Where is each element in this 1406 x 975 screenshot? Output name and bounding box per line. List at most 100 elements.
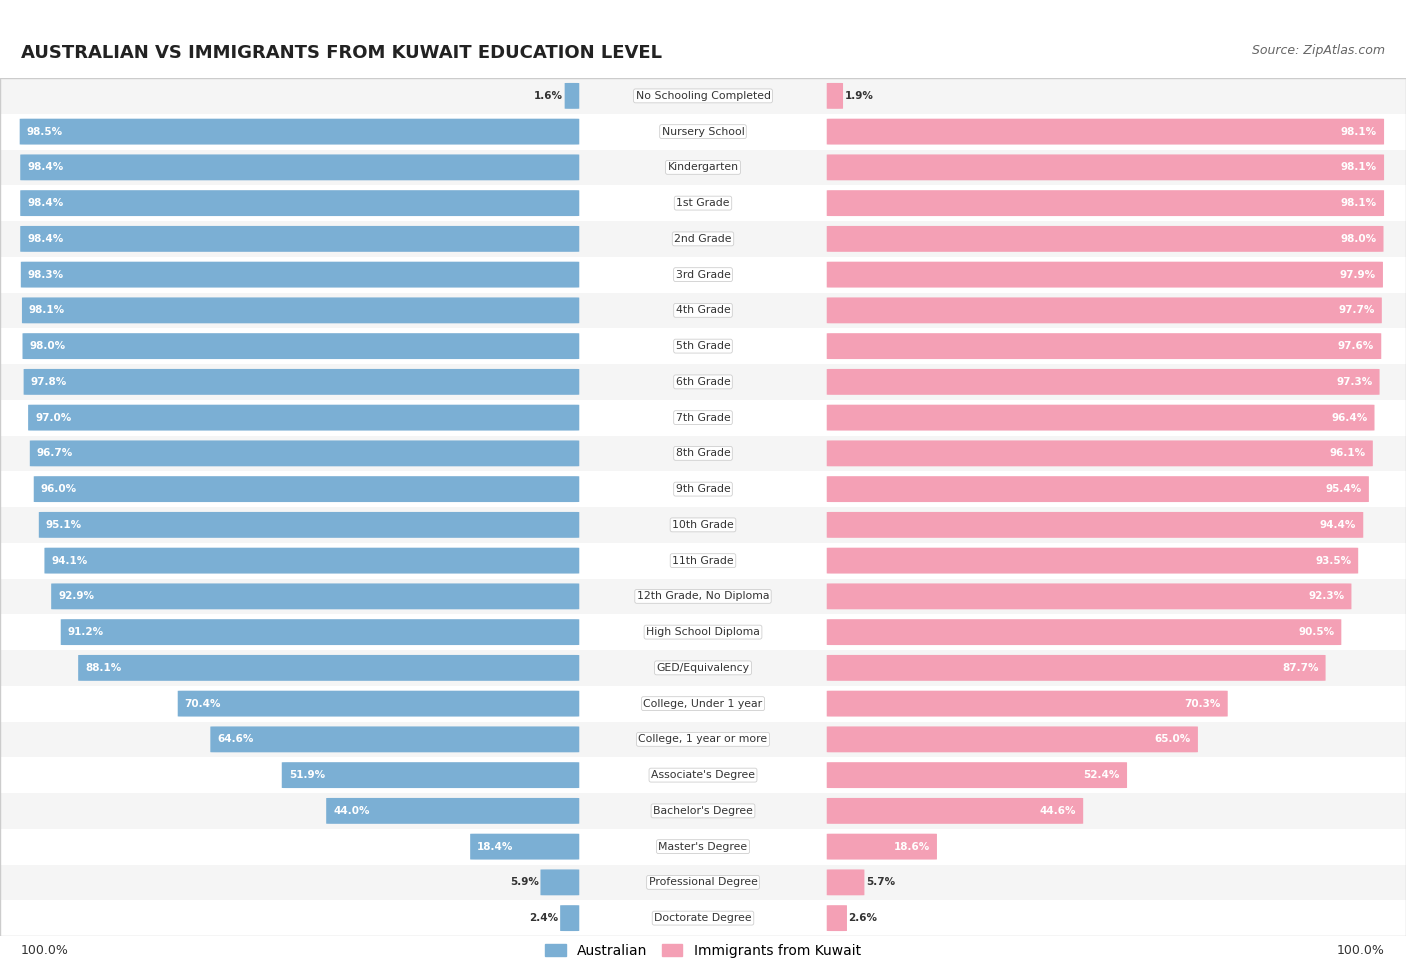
FancyBboxPatch shape xyxy=(827,369,1379,395)
Bar xyxy=(0,578,1406,614)
Text: Kindergarten: Kindergarten xyxy=(668,163,738,173)
Text: 3rd Grade: 3rd Grade xyxy=(675,270,731,280)
Text: Master's Degree: Master's Degree xyxy=(658,841,748,851)
Text: 18.4%: 18.4% xyxy=(477,841,513,851)
Text: 98.4%: 98.4% xyxy=(27,163,63,173)
Text: 97.6%: 97.6% xyxy=(1339,341,1374,351)
FancyBboxPatch shape xyxy=(20,119,579,144)
FancyBboxPatch shape xyxy=(560,905,579,931)
Text: 70.4%: 70.4% xyxy=(184,699,221,709)
FancyBboxPatch shape xyxy=(39,512,579,538)
Text: 7th Grade: 7th Grade xyxy=(676,412,730,422)
Text: 97.0%: 97.0% xyxy=(35,412,72,422)
FancyBboxPatch shape xyxy=(827,297,1382,324)
Bar xyxy=(0,507,1406,543)
Text: 1st Grade: 1st Grade xyxy=(676,198,730,208)
FancyBboxPatch shape xyxy=(827,905,846,931)
Text: 8th Grade: 8th Grade xyxy=(676,448,730,458)
Text: 9th Grade: 9th Grade xyxy=(676,485,730,494)
Text: 96.1%: 96.1% xyxy=(1330,448,1365,458)
Text: 98.4%: 98.4% xyxy=(27,198,63,208)
Text: 70.3%: 70.3% xyxy=(1184,699,1220,709)
Text: 90.5%: 90.5% xyxy=(1298,627,1334,637)
FancyBboxPatch shape xyxy=(827,619,1341,645)
Text: 98.0%: 98.0% xyxy=(30,341,66,351)
Bar xyxy=(0,829,1406,865)
Text: 2.4%: 2.4% xyxy=(530,914,558,923)
Text: 98.1%: 98.1% xyxy=(30,305,65,315)
FancyBboxPatch shape xyxy=(470,834,579,860)
Bar xyxy=(0,329,1406,364)
FancyBboxPatch shape xyxy=(28,405,579,431)
Text: Doctorate Degree: Doctorate Degree xyxy=(654,914,752,923)
FancyBboxPatch shape xyxy=(20,226,579,252)
Text: GED/Equivalency: GED/Equivalency xyxy=(657,663,749,673)
FancyBboxPatch shape xyxy=(827,261,1384,288)
FancyBboxPatch shape xyxy=(827,583,1351,609)
Bar xyxy=(0,114,1406,149)
Text: 52.4%: 52.4% xyxy=(1084,770,1121,780)
FancyBboxPatch shape xyxy=(827,333,1381,359)
Bar xyxy=(0,400,1406,436)
Text: 12th Grade, No Diploma: 12th Grade, No Diploma xyxy=(637,592,769,602)
Text: 97.9%: 97.9% xyxy=(1340,270,1376,280)
Text: Source: ZipAtlas.com: Source: ZipAtlas.com xyxy=(1251,44,1385,57)
FancyBboxPatch shape xyxy=(281,762,579,788)
FancyBboxPatch shape xyxy=(827,690,1227,717)
Text: 98.0%: 98.0% xyxy=(1340,234,1376,244)
Bar xyxy=(0,471,1406,507)
Text: 10th Grade: 10th Grade xyxy=(672,520,734,529)
Text: High School Diploma: High School Diploma xyxy=(647,627,759,637)
Text: 92.3%: 92.3% xyxy=(1309,592,1344,602)
Text: Nursery School: Nursery School xyxy=(662,127,744,136)
Text: 5.9%: 5.9% xyxy=(510,878,538,887)
FancyBboxPatch shape xyxy=(827,834,936,860)
Text: 18.6%: 18.6% xyxy=(894,841,929,851)
FancyBboxPatch shape xyxy=(827,870,865,895)
FancyBboxPatch shape xyxy=(540,870,579,895)
Bar xyxy=(0,185,1406,221)
Text: 97.8%: 97.8% xyxy=(31,377,67,387)
Text: 65.0%: 65.0% xyxy=(1154,734,1191,744)
Bar xyxy=(0,364,1406,400)
Bar xyxy=(0,543,1406,578)
Bar xyxy=(0,78,1406,114)
Text: 1.9%: 1.9% xyxy=(845,91,873,100)
Text: 2nd Grade: 2nd Grade xyxy=(675,234,731,244)
Text: 95.1%: 95.1% xyxy=(46,520,82,529)
Bar xyxy=(0,650,1406,685)
FancyBboxPatch shape xyxy=(79,655,579,681)
FancyBboxPatch shape xyxy=(827,762,1128,788)
Text: 51.9%: 51.9% xyxy=(288,770,325,780)
Text: 97.7%: 97.7% xyxy=(1339,305,1375,315)
Text: 98.5%: 98.5% xyxy=(27,127,63,136)
FancyBboxPatch shape xyxy=(24,369,579,395)
Text: 6th Grade: 6th Grade xyxy=(676,377,730,387)
Bar xyxy=(0,758,1406,793)
FancyBboxPatch shape xyxy=(34,476,579,502)
Text: AUSTRALIAN VS IMMIGRANTS FROM KUWAIT EDUCATION LEVEL: AUSTRALIAN VS IMMIGRANTS FROM KUWAIT EDU… xyxy=(21,44,662,61)
Text: 96.0%: 96.0% xyxy=(41,485,77,494)
Bar xyxy=(0,149,1406,185)
FancyBboxPatch shape xyxy=(827,119,1384,144)
FancyBboxPatch shape xyxy=(827,476,1369,502)
Text: 1.6%: 1.6% xyxy=(534,91,564,100)
Text: 98.1%: 98.1% xyxy=(1341,163,1376,173)
FancyBboxPatch shape xyxy=(827,190,1384,216)
Text: Associate's Degree: Associate's Degree xyxy=(651,770,755,780)
Text: 98.1%: 98.1% xyxy=(1341,127,1376,136)
Text: College, Under 1 year: College, Under 1 year xyxy=(644,699,762,709)
Text: 5.7%: 5.7% xyxy=(866,878,896,887)
Text: No Schooling Completed: No Schooling Completed xyxy=(636,91,770,100)
Bar xyxy=(0,614,1406,650)
Text: 44.0%: 44.0% xyxy=(333,806,370,816)
FancyBboxPatch shape xyxy=(827,548,1358,573)
Text: 98.1%: 98.1% xyxy=(1341,198,1376,208)
Text: 100.0%: 100.0% xyxy=(21,944,69,957)
Text: 88.1%: 88.1% xyxy=(86,663,121,673)
FancyBboxPatch shape xyxy=(211,726,579,753)
Text: 94.1%: 94.1% xyxy=(52,556,87,566)
FancyBboxPatch shape xyxy=(21,261,579,288)
FancyBboxPatch shape xyxy=(30,441,579,466)
Bar xyxy=(0,436,1406,471)
